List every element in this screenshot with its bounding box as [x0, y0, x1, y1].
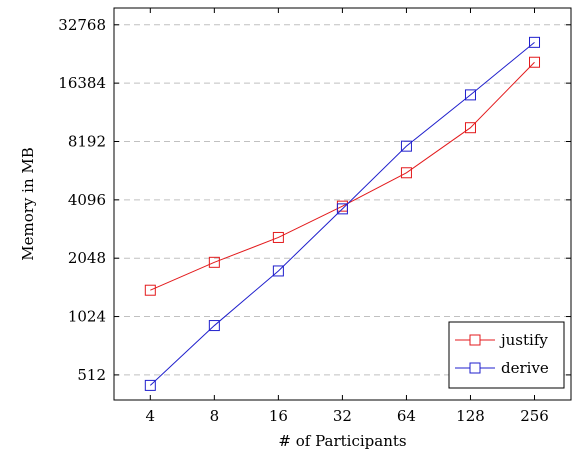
x-tick-label: 64: [397, 407, 416, 425]
legend-label: derive: [501, 359, 549, 377]
data-point-derive: [400, 140, 412, 152]
data-point-justify: [144, 284, 156, 296]
data-point-justify: [464, 122, 476, 134]
data-point-derive: [336, 203, 348, 215]
legend-item-derive: derive: [455, 359, 549, 377]
y-tick-label: 32768: [58, 16, 106, 34]
x-tick-label: 256: [520, 407, 549, 425]
data-point-justify: [208, 256, 220, 268]
y-tick-label: 4096: [68, 191, 106, 209]
x-tick-label: 128: [456, 407, 485, 425]
y-tick-label: 16384: [58, 74, 106, 92]
x-axis-label: # of Participants: [278, 432, 406, 450]
data-point-derive: [529, 36, 541, 48]
legend-label: justify: [499, 331, 548, 349]
x-tick-label: 16: [269, 407, 288, 425]
data-point-justify: [400, 167, 412, 179]
y-axis-label: Memory in MB: [19, 147, 37, 261]
series-line-derive: [149, 41, 535, 386]
x-tick-label: 4: [146, 407, 156, 425]
legend-item-justify: justify: [455, 331, 548, 349]
legend-marker: [469, 362, 481, 374]
x-tick-label: 8: [210, 407, 220, 425]
y-tick-label: 512: [77, 366, 106, 384]
y-tick-label: 8192: [68, 132, 106, 150]
y-tick-label: 1024: [68, 308, 106, 326]
series-line-justify: [150, 61, 535, 291]
axis-ticks: 512 1024 2048 4096 8192 16384 32768 4 8 16 32 64 128…: [58, 8, 571, 425]
data-point-justify: [529, 56, 541, 68]
series-layer: [144, 36, 541, 391]
series-derive: [144, 36, 541, 391]
data-point-derive: [272, 265, 284, 277]
series-justify: [144, 56, 541, 296]
data-point-derive: [464, 89, 476, 101]
legend: justify derive: [448, 321, 565, 389]
data-point-derive: [208, 320, 220, 332]
data-point-derive: [144, 379, 156, 391]
y-tick-label: 2048: [68, 249, 106, 267]
legend-marker: [469, 334, 481, 346]
legend-box: [448, 321, 565, 389]
x-tick-label: 32: [333, 407, 352, 425]
data-point-justify: [272, 231, 284, 243]
